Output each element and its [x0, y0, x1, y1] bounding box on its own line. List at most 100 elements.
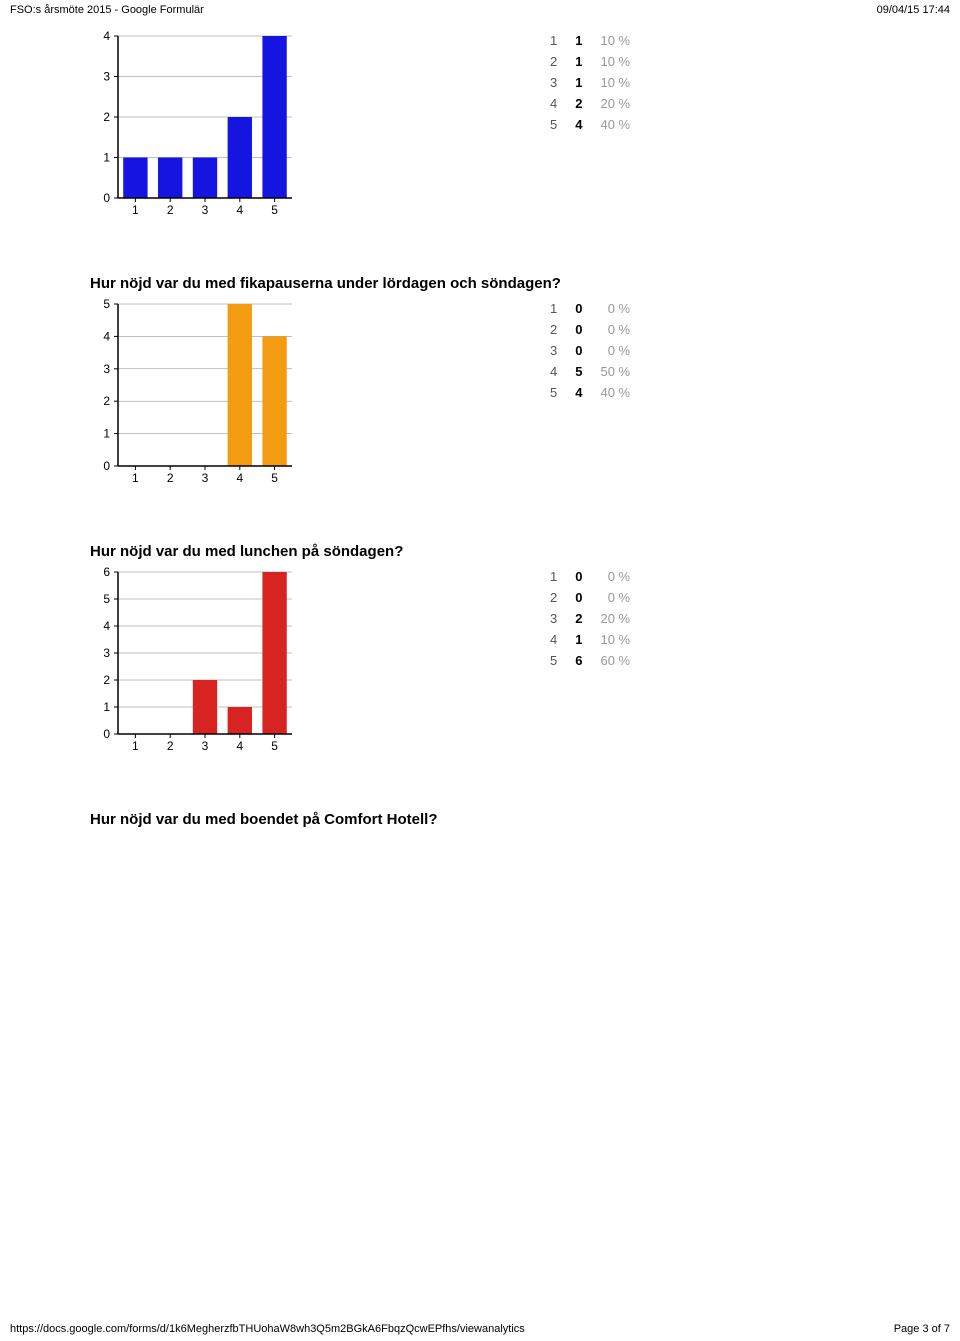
- legend-percent: 20 %: [600, 93, 642, 114]
- footer-page: Page 3 of 7: [894, 1323, 950, 1335]
- legend-index: 2: [550, 319, 575, 340]
- legend-percent: 0 %: [600, 587, 642, 608]
- legend-percent: 0 %: [600, 319, 642, 340]
- svg-text:2: 2: [103, 673, 110, 687]
- svg-text:5: 5: [271, 739, 278, 753]
- question-block-1: 0123412345 1110 %2110 %3110 %4220 %5440 …: [90, 30, 870, 225]
- legend-table-1: 1110 %2110 %3110 %4220 %5440 %: [550, 30, 642, 135]
- svg-text:5: 5: [271, 203, 278, 217]
- page-footer: https://docs.google.com/forms/d/1k6Meghe…: [0, 1323, 960, 1335]
- svg-text:2: 2: [167, 471, 174, 485]
- svg-text:1: 1: [103, 151, 110, 165]
- table-row: 3110 %: [550, 72, 642, 93]
- svg-text:2: 2: [103, 110, 110, 124]
- legend-index: 2: [550, 51, 575, 72]
- legend-count: 6: [575, 650, 600, 671]
- legend-percent: 10 %: [600, 51, 642, 72]
- table-row: 200 %: [550, 587, 642, 608]
- table-row: 100 %: [550, 566, 642, 587]
- svg-text:3: 3: [202, 471, 209, 485]
- footer-url: https://docs.google.com/forms/d/1k6Meghe…: [10, 1323, 525, 1335]
- svg-text:1: 1: [103, 427, 110, 441]
- legend-index: 1: [550, 298, 575, 319]
- question-block-2: Hur nöjd var du med fikapauserna under l…: [90, 275, 870, 493]
- svg-text:1: 1: [103, 700, 110, 714]
- legend-percent: 10 %: [600, 629, 642, 650]
- table-row: 3220 %: [550, 608, 642, 629]
- legend-count: 0: [575, 298, 600, 319]
- table-row: 300 %: [550, 340, 642, 361]
- legend-percent: 10 %: [600, 30, 642, 51]
- legend-index: 3: [550, 72, 575, 93]
- legend-count: 4: [575, 114, 600, 135]
- legend-percent: 20 %: [600, 608, 642, 629]
- table-row: 4220 %: [550, 93, 642, 114]
- legend-percent: 60 %: [600, 650, 642, 671]
- legend-count: 1: [575, 30, 600, 51]
- svg-text:5: 5: [103, 298, 110, 311]
- chart-1: 0123412345: [90, 30, 300, 225]
- chart-2: 01234512345: [90, 298, 300, 493]
- svg-text:3: 3: [202, 739, 209, 753]
- chart-row-1: 0123412345 1110 %2110 %3110 %4220 %5440 …: [90, 30, 870, 225]
- header-timestamp: 09/04/15 17:44: [877, 4, 950, 16]
- legend-index: 4: [550, 629, 575, 650]
- svg-text:3: 3: [202, 203, 209, 217]
- legend-count: 1: [575, 629, 600, 650]
- svg-text:1: 1: [132, 739, 139, 753]
- legend-table-3: 100 %200 %3220 %4110 %5660 %: [550, 566, 642, 671]
- legend-index: 1: [550, 566, 575, 587]
- table-row: 100 %: [550, 298, 642, 319]
- svg-text:5: 5: [271, 471, 278, 485]
- legend-percent: 0 %: [600, 340, 642, 361]
- legend-count: 0: [575, 340, 600, 361]
- svg-text:4: 4: [103, 30, 110, 43]
- legend-index: 5: [550, 382, 575, 403]
- legend-count: 1: [575, 72, 600, 93]
- svg-text:6: 6: [103, 566, 110, 579]
- table-row: 4110 %: [550, 629, 642, 650]
- table-row: 5440 %: [550, 382, 642, 403]
- legend-count: 4: [575, 382, 600, 403]
- svg-text:3: 3: [103, 70, 110, 84]
- svg-text:5: 5: [103, 592, 110, 606]
- svg-text:4: 4: [236, 471, 243, 485]
- chart-row-3: 012345612345 100 %200 %3220 %4110 %5660 …: [90, 566, 870, 761]
- legend-count: 0: [575, 566, 600, 587]
- svg-text:0: 0: [103, 459, 110, 473]
- legend-index: 2: [550, 587, 575, 608]
- svg-text:4: 4: [236, 739, 243, 753]
- svg-text:4: 4: [236, 203, 243, 217]
- legend-count: 5: [575, 361, 600, 382]
- table-row: 5440 %: [550, 114, 642, 135]
- legend-count: 1: [575, 51, 600, 72]
- legend-count: 0: [575, 319, 600, 340]
- svg-text:2: 2: [103, 394, 110, 408]
- legend-percent: 50 %: [600, 361, 642, 382]
- svg-text:1: 1: [132, 471, 139, 485]
- svg-text:4: 4: [103, 619, 110, 633]
- table-row: 1110 %: [550, 30, 642, 51]
- svg-text:2: 2: [167, 739, 174, 753]
- question-title-3: Hur nöjd var du med lunchen på söndagen?: [90, 543, 870, 560]
- header-title: FSO:s årsmöte 2015 - Google Formulär: [10, 4, 204, 16]
- legend-percent: 40 %: [600, 382, 642, 403]
- legend-percent: 40 %: [600, 114, 642, 135]
- legend-percent: 0 %: [600, 298, 642, 319]
- legend-index: 5: [550, 650, 575, 671]
- page-header: FSO:s årsmöte 2015 - Google Formulär 09/…: [0, 0, 960, 20]
- legend-index: 3: [550, 340, 575, 361]
- content-area: 0123412345 1110 %2110 %3110 %4220 %5440 …: [0, 20, 960, 834]
- table-row: 2110 %: [550, 51, 642, 72]
- question-block-4: Hur nöjd var du med boendet på Comfort H…: [90, 811, 870, 834]
- svg-text:3: 3: [103, 362, 110, 376]
- svg-text:3: 3: [103, 646, 110, 660]
- svg-text:2: 2: [167, 203, 174, 217]
- question-block-3: Hur nöjd var du med lunchen på söndagen?…: [90, 543, 870, 761]
- legend-percent: 10 %: [600, 72, 642, 93]
- table-row: 200 %: [550, 319, 642, 340]
- legend-percent: 0 %: [600, 566, 642, 587]
- legend-count: 0: [575, 587, 600, 608]
- legend-table-2: 100 %200 %300 %4550 %5440 %: [550, 298, 642, 403]
- question-title-4: Hur nöjd var du med boendet på Comfort H…: [90, 811, 870, 828]
